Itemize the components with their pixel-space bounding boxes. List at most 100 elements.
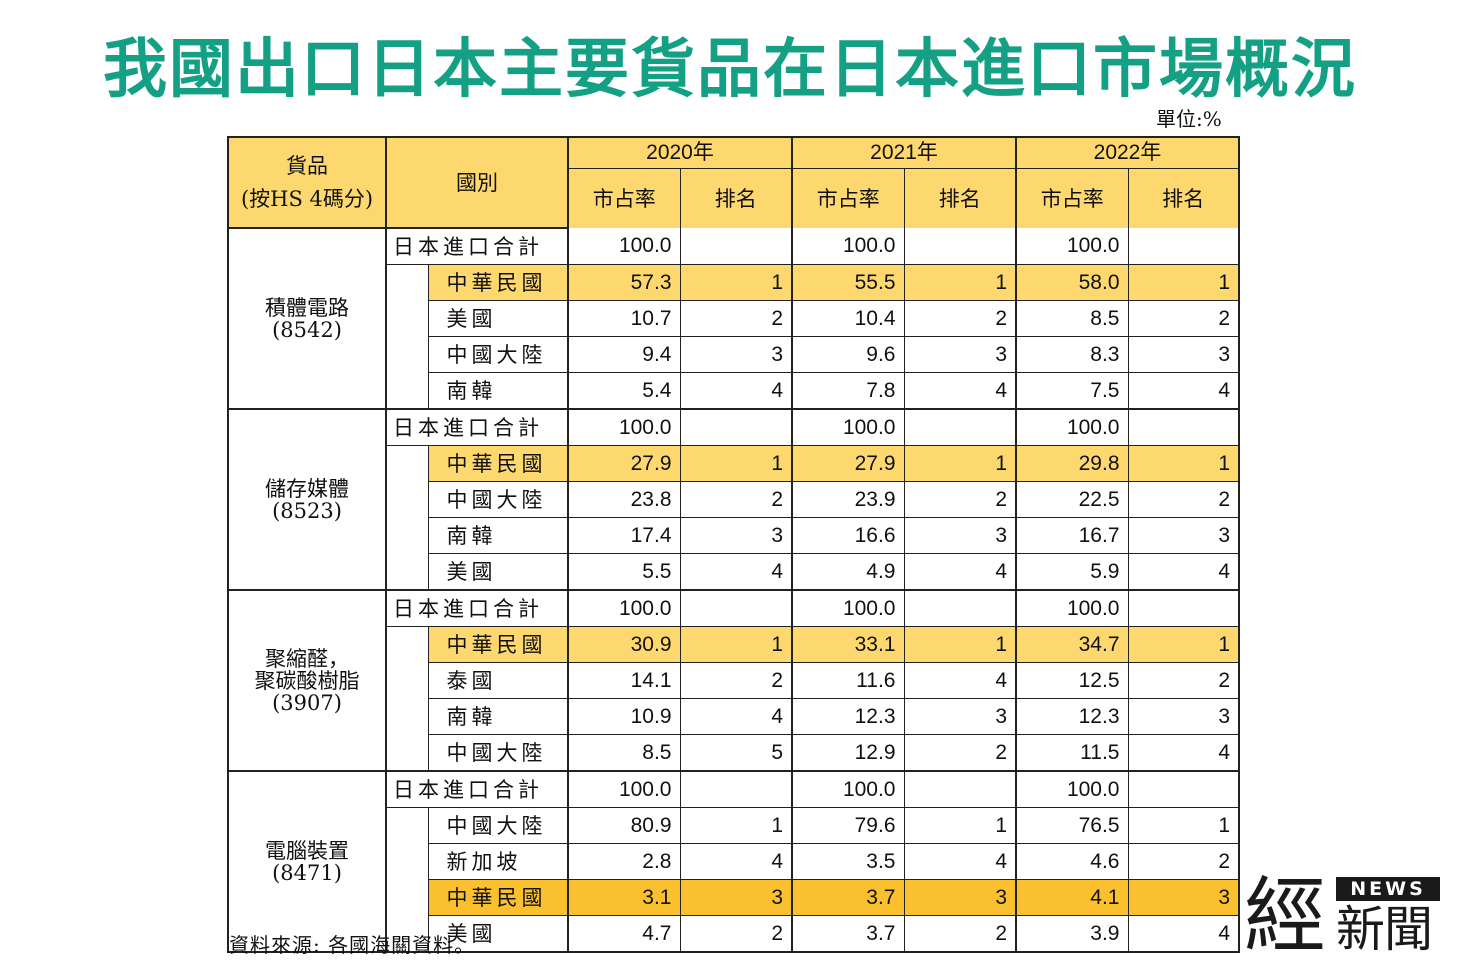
total-row: 儲存媒體 (8523) 日本進口合計 100.0 100.0 100.0	[227, 409, 1240, 591]
share-value: 7.5	[1015, 372, 1128, 410]
total-share: 100.0	[791, 409, 904, 446]
share-value: 14.1	[567, 662, 680, 699]
country-name: 新加坡	[427, 843, 568, 880]
rank-value: 5	[679, 734, 792, 772]
rank-value: 4	[679, 698, 792, 735]
share-value: 3.7	[791, 915, 904, 953]
country-name: 南韓	[427, 698, 568, 735]
table-row: 中國大陸 23.8 2 23.9 2 22.5 2	[228, 481, 1240, 518]
total-share: 100.0	[567, 771, 680, 808]
share-value: 5.5	[567, 553, 680, 591]
product-name-line: 電腦裝置	[265, 838, 349, 863]
share-value: 4.6	[1015, 843, 1128, 880]
header-share: 市占率	[791, 168, 905, 228]
rank-value: 1	[679, 445, 792, 482]
country-name: 中華民國	[427, 445, 568, 482]
share-value: 22.5	[1015, 481, 1128, 518]
product-name-line: 儲存媒體	[265, 476, 349, 501]
share-value: 23.9	[791, 481, 904, 518]
rank-value: 4	[679, 372, 792, 410]
rank-value: 1	[903, 626, 1016, 663]
share-value: 3.5	[791, 843, 904, 880]
total-share: 100.0	[567, 409, 680, 446]
share-value: 3.1	[567, 879, 680, 916]
rank-value: 3	[903, 879, 1016, 916]
rank-value: 3	[1127, 698, 1240, 735]
product-name-line: 聚縮醛，	[265, 646, 349, 671]
rank-value: 1	[679, 626, 792, 663]
table-row: 美國 10.7 2 10.4 2 8.5 2	[228, 300, 1240, 337]
table-row: 中國大陸 8.5 5 12.9 2 11.5 4	[228, 734, 1240, 772]
total-rank	[679, 771, 792, 808]
share-value: 11.5	[1015, 734, 1128, 772]
rank-value: 1	[679, 807, 792, 844]
rank-value: 2	[903, 734, 1016, 772]
total-row: 電腦裝置 (8471) 日本進口合計 100.0 100.0 100.0	[227, 771, 1240, 953]
total-rank	[903, 771, 1016, 808]
rank-value: 1	[1127, 445, 1240, 482]
table-row: 中華民國 30.9 1 33.1 1 34.7 1	[228, 626, 1240, 772]
rank-value: 2	[679, 300, 792, 337]
product-cell: 電腦裝置 (8471)	[227, 771, 387, 953]
total-rank	[679, 590, 792, 627]
table-row: 中華民國 27.9 1 27.9 1 29.8 1	[228, 445, 1240, 591]
product-code: (8523)	[272, 498, 342, 523]
header-year-2022: 2022年	[1015, 136, 1240, 169]
country-name: 美國	[427, 300, 568, 337]
share-value: 7.8	[791, 372, 904, 410]
total-rank	[679, 409, 792, 446]
header-product-label: 貨品	[286, 153, 328, 178]
rank-value: 4	[903, 553, 1016, 591]
country-name: 中國大陸	[427, 336, 568, 373]
share-value: 27.9	[791, 445, 904, 482]
rank-value: 1	[1127, 264, 1240, 301]
share-value: 4.7	[567, 915, 680, 953]
total-share: 100.0	[1015, 590, 1128, 627]
share-value: 10.7	[567, 300, 680, 337]
rank-value: 1	[679, 264, 792, 301]
product-code: (8471)	[272, 860, 342, 885]
share-value: 9.6	[791, 336, 904, 373]
rank-value: 1	[903, 445, 1016, 482]
total-row: 聚縮醛， 聚碳酸樹脂 (3907) 日本進口合計 100.0 100.0 100.0	[227, 590, 1240, 772]
rank-value: 2	[679, 662, 792, 699]
header-rank: 排名	[903, 168, 1017, 228]
share-value: 34.7	[1015, 626, 1128, 663]
rank-value: 3	[903, 517, 1016, 554]
header-product-note: (按HS 4碼分)	[240, 186, 374, 211]
share-value: 80.9	[567, 807, 680, 844]
share-value: 23.8	[567, 481, 680, 518]
header-rank: 排名	[679, 168, 793, 228]
table-row: 南韓 5.4 4 7.8 4 7.5 4	[228, 372, 1240, 410]
share-value: 12.3	[791, 698, 904, 735]
rank-value: 3	[679, 879, 792, 916]
share-value: 10.4	[791, 300, 904, 337]
total-label: 日本進口合計	[385, 590, 568, 627]
country-name: 中國大陸	[427, 481, 568, 518]
product-name: 電腦裝置	[229, 840, 385, 862]
rank-value: 2	[1127, 662, 1240, 699]
indent-cell	[385, 264, 428, 410]
header-year-2021: 2021年	[791, 136, 1017, 169]
share-value: 3.9	[1015, 915, 1128, 953]
share-value: 3.7	[791, 879, 904, 916]
total-rank	[903, 228, 1016, 265]
rank-value: 4	[903, 662, 1016, 699]
share-value: 2.8	[567, 843, 680, 880]
total-share: 100.0	[1015, 409, 1128, 446]
total-share: 100.0	[567, 590, 680, 627]
rank-value: 2	[1127, 843, 1240, 880]
share-value: 16.7	[1015, 517, 1128, 554]
total-share: 100.0	[791, 771, 904, 808]
rank-value: 3	[1127, 517, 1240, 554]
share-value: 4.1	[1015, 879, 1128, 916]
rank-value: 2	[1127, 300, 1240, 337]
country-name: 中國大陸	[427, 734, 568, 772]
brand-logo: 經 NEWS 新聞	[1244, 872, 1444, 962]
share-value: 27.9	[567, 445, 680, 482]
share-value: 33.1	[791, 626, 904, 663]
total-row: 積體電路 (8542) 日本進口合計 100.0 100.0 100.0	[227, 228, 1240, 410]
table-row: 中國大陸 80.9 1 79.6 1 76.5 1	[228, 807, 1240, 953]
source-note: 資料來源: 各國海關資料。	[229, 933, 476, 957]
total-rank	[1127, 228, 1240, 265]
